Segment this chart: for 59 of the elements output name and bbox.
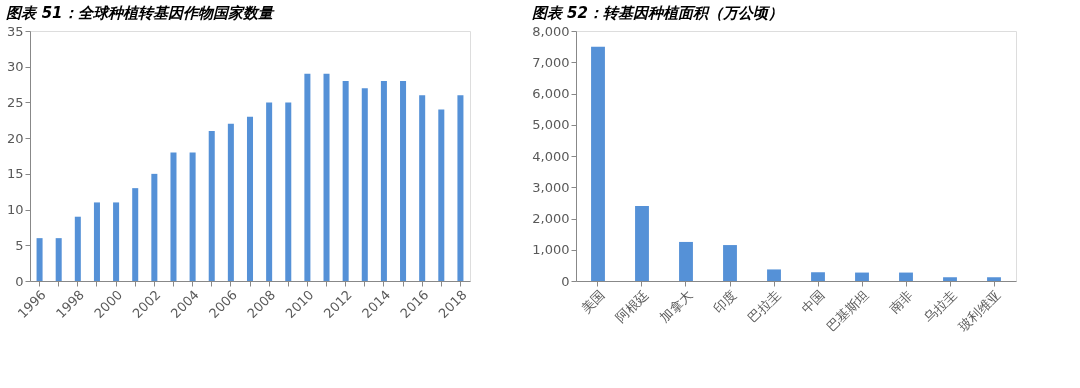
y-tick-label: 10 xyxy=(6,202,24,218)
bar xyxy=(323,73,330,281)
bar xyxy=(189,152,196,281)
chart-title: 图表 51：全球种植转基因作物国家数量 xyxy=(6,4,275,22)
bar xyxy=(285,102,292,281)
y-tick-label: 6,000 xyxy=(532,86,570,101)
x-tick-label: 巴拉圭 xyxy=(745,287,784,326)
bar xyxy=(246,116,254,281)
chart-title: 图表 52：转基因种植面积（万公顷） xyxy=(531,4,783,22)
bar xyxy=(899,272,913,281)
y-tick-label: 35 xyxy=(6,23,24,39)
bar xyxy=(170,152,177,281)
y-tick-label: 15 xyxy=(6,166,24,182)
bar xyxy=(113,202,120,281)
bar xyxy=(400,81,407,281)
bar xyxy=(591,46,605,281)
y-tick-label: 4,000 xyxy=(532,148,570,164)
x-tick-label: 美国 xyxy=(578,287,608,317)
bar xyxy=(457,95,464,281)
bar xyxy=(811,272,825,281)
y-tick-label: 3,000 xyxy=(532,179,570,195)
y-tick-label: 8,000 xyxy=(532,23,570,39)
bar xyxy=(74,216,81,281)
bar xyxy=(380,81,387,281)
bar xyxy=(723,245,737,281)
x-tick-label: 南非 xyxy=(886,287,916,317)
bar xyxy=(767,269,781,281)
y-tick-label: 25 xyxy=(6,94,24,110)
bar xyxy=(342,81,349,281)
bar xyxy=(151,173,158,281)
bar xyxy=(361,88,368,281)
bar xyxy=(132,188,139,281)
x-tick-label: 加拿大 xyxy=(657,287,696,326)
bar xyxy=(987,277,1001,281)
bar xyxy=(93,202,100,281)
y-tick-label: 30 xyxy=(6,59,24,75)
y-tick-label: 0 xyxy=(561,273,570,289)
bar xyxy=(635,206,649,281)
bar xyxy=(679,241,693,281)
bar xyxy=(304,73,311,281)
y-tick-label: 1,000 xyxy=(532,242,570,258)
bar xyxy=(943,277,957,281)
bar xyxy=(208,131,215,281)
y-tick-label: 0 xyxy=(15,273,24,289)
y-tick-label: 7,000 xyxy=(532,54,570,70)
y-tick-label: 2,000 xyxy=(532,211,570,226)
y-tick-label: 5 xyxy=(15,237,24,253)
bar xyxy=(36,238,43,281)
y-tick-label: 20 xyxy=(6,130,24,146)
x-tick-label: 中国 xyxy=(798,287,828,317)
bar xyxy=(855,272,869,281)
x-tick-label: 印度 xyxy=(710,287,740,317)
bar xyxy=(227,123,234,281)
bar xyxy=(266,102,273,281)
bar xyxy=(438,109,445,281)
bar xyxy=(419,95,426,281)
x-tick-label: 阿根廷 xyxy=(613,287,652,326)
y-tick-label: 5,000 xyxy=(532,117,570,133)
bar xyxy=(55,238,62,281)
